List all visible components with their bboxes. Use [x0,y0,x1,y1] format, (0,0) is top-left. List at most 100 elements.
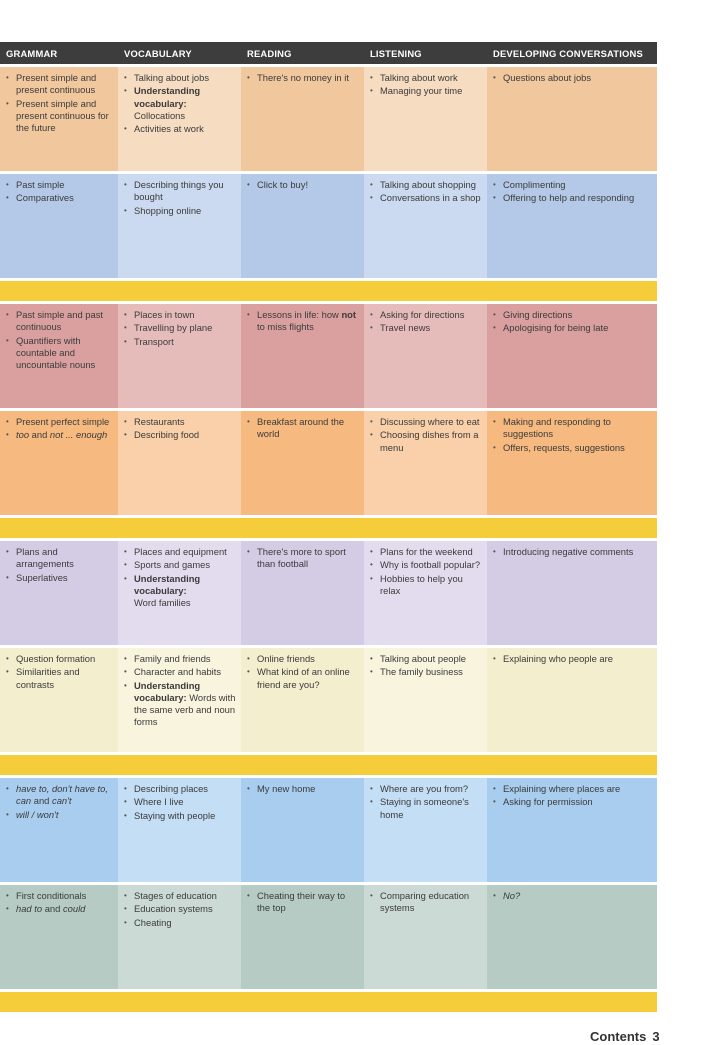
list-item: Why is football popular? [370,559,483,572]
conversations-cell: Questions about jobs [487,67,657,171]
header-reading: READING [247,48,292,59]
list-item: Offers, requests, suggestions [493,442,653,455]
list-item-text: Words with the same verb and noun forms [134,691,236,728]
listening-cell: Where are you from? Staying in someone's… [364,778,487,882]
list-item: Understanding vocabulary:Word families [124,573,237,610]
list-item: have to, don't have to, can and can't [6,783,114,808]
conversations-cell: No? [487,885,657,989]
list-item: Click to buy! [247,179,360,192]
list-item: Similarities and contrasts [6,666,114,691]
grammar-cell: Present perfect simple too and not ... e… [0,411,118,515]
list-item: Places in town [124,309,237,322]
listening-cell: Talking about people The family business [364,648,487,752]
list-item: Asking for directions [370,309,483,322]
list-item: Comparing education systems [370,890,483,915]
italic-text: can't [52,795,72,807]
conversations-cell: Explaining who people are [487,648,657,752]
list-item: Where are you from? [370,783,483,796]
list-item: Quantifiers with countable and uncountab… [6,335,114,372]
table-row: Present perfect simple too and not ... e… [0,411,657,515]
list-item-text: Lessons in life: how [257,309,339,320]
italic-text: not ... enough [49,429,108,441]
conversations-cell: Complimenting Offering to help and respo… [487,174,657,278]
list-item: Cheating [124,917,237,930]
list-item: My new home [247,783,360,796]
list-item: Where I live [124,796,237,809]
table-row: First conditionals had to and could Stag… [0,885,657,989]
list-item-text: Collocations [134,109,186,121]
vocabulary-cell: Places and equipment Sports and games Un… [118,541,241,645]
contents-table: GRAMMAR VOCABULARY READING LISTENING DEV… [0,42,657,1012]
list-item: Talking about people [370,653,483,666]
list-item: Plans and arrangements [6,546,114,571]
list-item: Comparatives [6,192,114,205]
vocabulary-cell: Places in town Travelling by plane Trans… [118,304,241,408]
list-item: Cheating their way to the top [247,890,360,915]
table-row: Past simple Comparatives Describing thin… [0,174,657,278]
list-item: Restaurants [124,416,237,429]
grammar-cell: Past simple Comparatives [0,174,118,278]
table-row: Question formation Similarities and cont… [0,648,657,752]
unit-divider-band [0,281,657,301]
list-item: Making and responding to suggestions [493,416,653,441]
list-item: Sports and games [124,559,237,572]
listening-cell: Comparing education systems [364,885,487,989]
list-item: Describing places [124,783,237,796]
understanding-vocabulary-label: Understanding vocabulary: [134,679,201,703]
list-item: Present simple and present continuous fo… [6,98,114,135]
italic-text: too [16,429,30,441]
header-vocabulary: VOCABULARY [124,48,192,59]
list-item-text: and [44,903,61,915]
italic-text: have to, don't have to, can [16,783,108,807]
understanding-vocabulary-label: Understanding vocabulary: [134,85,201,109]
understanding-vocabulary-label: Understanding vocabulary: [134,572,201,596]
list-item: Giving directions [493,309,653,322]
list-item: Activities at work [124,123,237,136]
list-item: Conversations in a shop [370,192,483,205]
table-header: GRAMMAR VOCABULARY READING LISTENING DEV… [0,42,657,64]
list-item: Plans for the weekend [370,546,483,559]
listening-cell: Discussing where to eat Choosing dishes … [364,411,487,515]
grammar-cell: have to, don't have to, can and can't wi… [0,778,118,882]
reading-cell: There's more to sport than football [241,541,364,645]
reading-cell: My new home [241,778,364,882]
list-item: Complimenting [493,179,653,192]
header-listening: LISTENING [370,48,422,59]
footer-label: Contents [590,1029,647,1044]
list-item: Online friends [247,653,360,666]
list-item: had to and could [6,903,114,916]
list-item: Travel news [370,322,483,335]
list-item: Superlatives [6,572,114,585]
list-item: Past simple and past continuous [6,309,114,334]
list-item: First conditionals [6,890,114,903]
header-grammar: GRAMMAR [6,48,58,59]
list-item: Explaining where places are [493,783,653,796]
grammar-cell: First conditionals had to and could [0,885,118,989]
conversations-cell: Introducing negative comments [487,541,657,645]
list-item: Character and habits [124,666,237,679]
page-footer: Contents 3 [590,1029,660,1044]
listening-cell: Talking about shopping Conversations in … [364,174,487,278]
list-item-text: Word families [134,597,191,609]
list-item: Past simple [6,179,114,192]
list-item: Choosing dishes from a menu [370,429,483,454]
list-item: Staying with people [124,810,237,823]
italic-text: could [62,903,86,915]
unit-divider-band [0,755,657,775]
reading-cell: Online friends What kind of an online fr… [241,648,364,752]
conversations-cell: Making and responding to suggestions Off… [487,411,657,515]
list-item: Question formation [6,653,114,666]
unit-divider-band [0,518,657,538]
grammar-cell: Past simple and past continuous Quantifi… [0,304,118,408]
list-item: Discussing where to eat [370,416,483,429]
header-developing-conversations: DEVELOPING CONVERSATIONS [493,48,643,59]
list-item: Lessons in life: how not to miss flights [247,309,360,334]
list-item: Present perfect simple [6,416,114,429]
list-item: Talking about jobs [124,72,237,85]
listening-cell: Talking about work Managing your time [364,67,487,171]
list-item: There's no money in it [247,72,360,85]
list-item: Understanding vocabulary:Collocations [124,85,237,122]
list-item: Describing things you bought [124,179,237,204]
list-item: Hobbies to help you relax [370,573,483,598]
vocabulary-cell: Talking about jobs Understanding vocabul… [118,67,241,171]
